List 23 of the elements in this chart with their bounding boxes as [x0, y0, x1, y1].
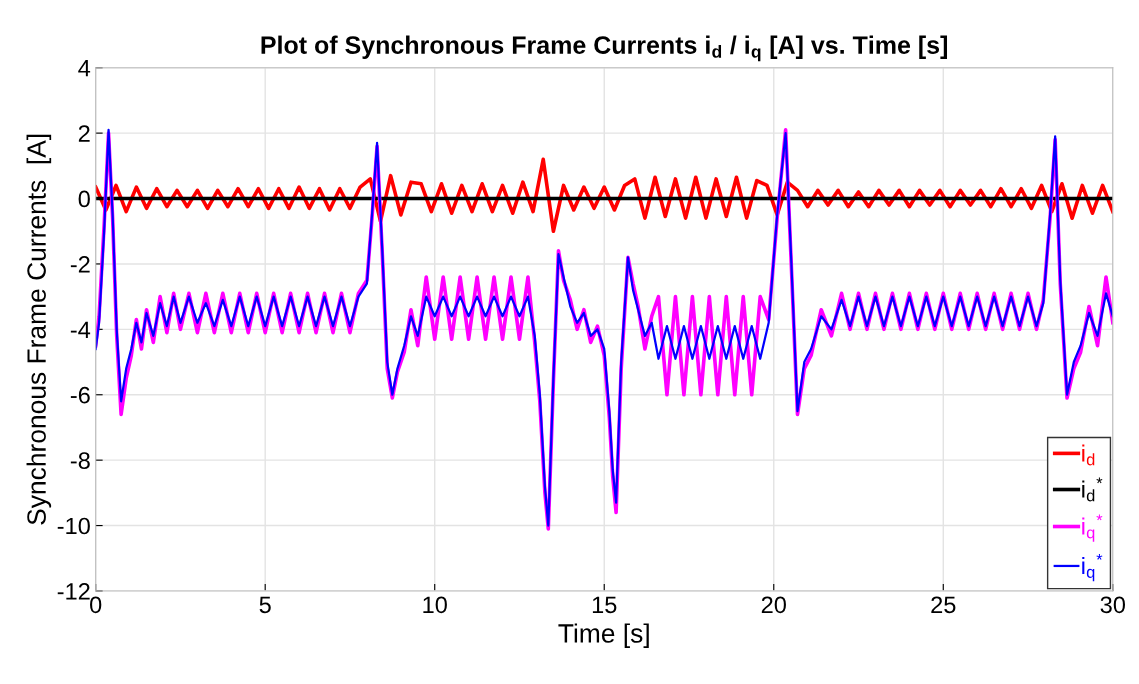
- x-tick-label: 15: [592, 596, 617, 614]
- y-tick-label: 0: [78, 190, 90, 208]
- y-axis-title: Synchronous Frame Currents [A]: [26, 134, 52, 525]
- x-axis-title: Time [s]: [558, 623, 649, 648]
- legend-label: i$_{q}$$^{*}$: [1082, 514, 1103, 542]
- x-tick-label: 30: [1100, 596, 1126, 614]
- legend-label: i$_{d}$: [1082, 444, 1095, 466]
- x-tick-label: 0: [90, 596, 102, 614]
- chart-title: Plot of Synchronous Frame Currents i$_{d}$ / i$_{q}$ [A] vs. Time [s]: [261, 35, 947, 62]
- y-tick-label: -4: [70, 321, 91, 338]
- y-tick-label: -2: [70, 256, 90, 273]
- y-tick-label: -6: [70, 386, 90, 404]
- legend-label: i$_{d}$$^{*}$: [1082, 477, 1103, 502]
- y-tick-label: 2: [78, 125, 90, 142]
- legend-label: i$_{q}$$^{*}$: [1082, 553, 1103, 582]
- x-tick-label: 10: [423, 596, 447, 614]
- x-tick-label: 5: [259, 596, 271, 614]
- x-tick-label: 25: [931, 596, 956, 614]
- x-tick-label: 20: [761, 596, 786, 614]
- y-tick-label: -12: [57, 583, 90, 600]
- y-tick-label: 4: [78, 60, 91, 77]
- y-tick-label: -10: [57, 517, 90, 535]
- y-tick-label: -8: [70, 452, 90, 469]
